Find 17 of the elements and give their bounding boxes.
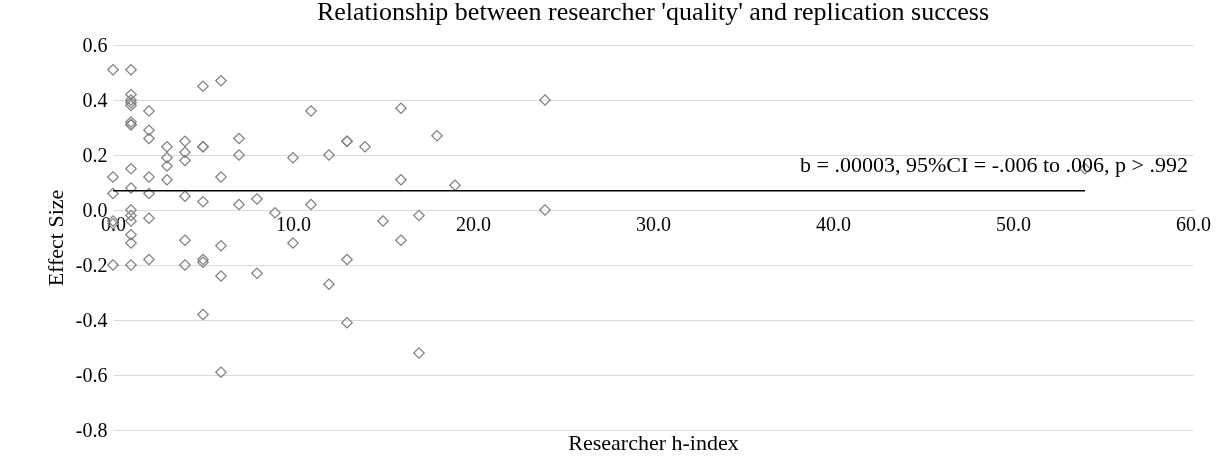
- y-axis-title: Effect Size: [42, 189, 68, 287]
- x-tick-label: 40.0: [816, 212, 851, 235]
- y-tick-label: -0.4: [75, 308, 108, 331]
- x-tick-label: 50.0: [996, 212, 1031, 235]
- y-tick-label: -0.6: [75, 363, 108, 386]
- x-axis-title: Researcher h-index: [568, 429, 739, 455]
- x-tick-label: 60.0: [1176, 212, 1211, 235]
- y-tick-label: 0.4: [82, 88, 108, 111]
- y-tick-label: 0.6: [82, 33, 108, 56]
- y-tick-label: 0.2: [82, 143, 108, 166]
- x-tick-label: 10.0: [276, 212, 311, 235]
- annotation: b = .00003, 95%CI = -.006 to .006, p > .992: [800, 152, 1188, 177]
- x-tick-label: 30.0: [636, 212, 671, 235]
- y-tick-label: -0.8: [75, 418, 108, 441]
- chart-title: Relationship between researcher 'quality' and replication success: [316, 0, 990, 26]
- y-tick-label: -0.2: [75, 253, 108, 276]
- x-tick-label: 20.0: [456, 212, 491, 235]
